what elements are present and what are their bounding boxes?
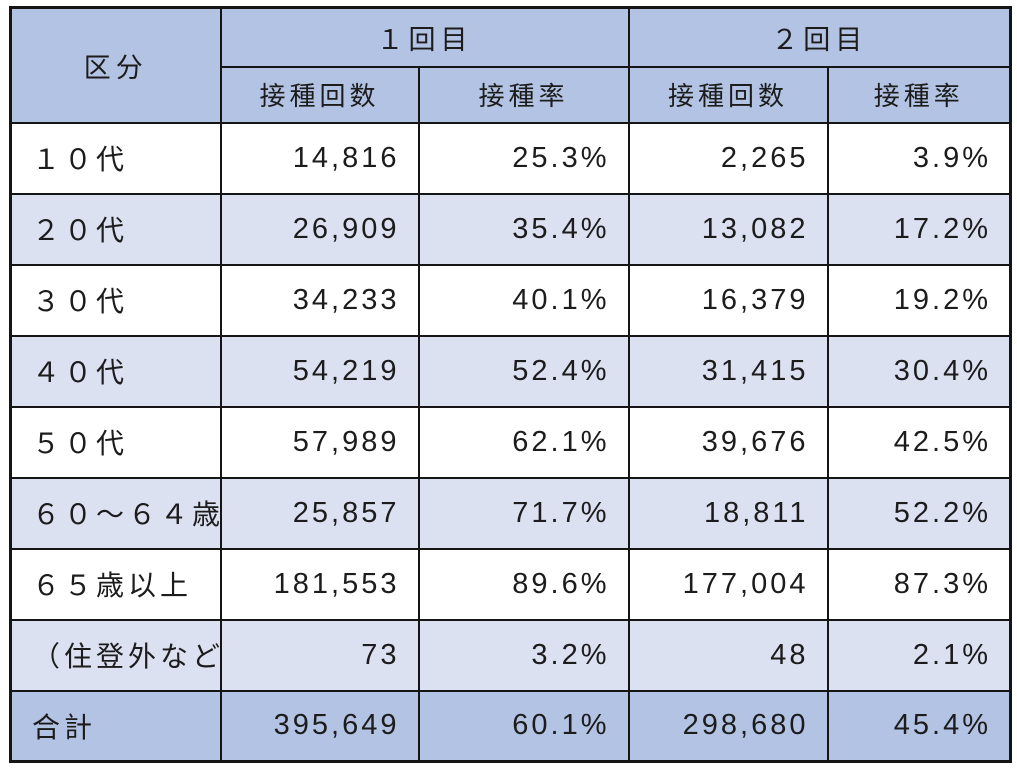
- dose1-count-cell: 73: [219, 618, 420, 692]
- dose2-count-cell: 16,379: [627, 263, 829, 337]
- table-row: ６０～６４歳 25,857 71.7% 18,811 52.2%: [9, 476, 1012, 550]
- dose1-rate-cell: 40.1%: [417, 263, 630, 337]
- dose1-rate-cell: 25.3%: [417, 121, 630, 195]
- vaccination-table: 区分 １回目 ２回目 接種回数 接種率 接種回数 接種率 １０代 14,816 …: [9, 6, 1012, 763]
- dose1-rate-cell: 89.6%: [417, 547, 630, 621]
- dose2-count-cell: 39,676: [627, 405, 829, 479]
- table-row: ６５歳以上 181,553 89.6% 177,004 87.3%: [9, 547, 1012, 621]
- row-label-cell: ６０～６４歳: [9, 476, 222, 550]
- dose2-count-cell: 298,680: [627, 689, 829, 763]
- group-header-dose2: ２回目: [627, 6, 1012, 68]
- dose2-rate-cell: 2.1%: [826, 618, 1012, 692]
- dose1-rate-cell: 62.1%: [417, 405, 630, 479]
- dose1-rate-cell: 52.4%: [417, 334, 630, 408]
- dose2-count-cell: 31,415: [627, 334, 829, 408]
- table-row: ４０代 54,219 52.4% 31,415 30.4%: [9, 334, 1012, 408]
- subheader-dose2-count: 接種回数: [627, 65, 829, 124]
- dose1-count-cell: 14,816: [219, 121, 420, 195]
- row-label-cell: ６５歳以上: [9, 547, 222, 621]
- dose2-rate-cell: 17.2%: [826, 192, 1012, 266]
- group-header-dose1: １回目: [219, 6, 630, 68]
- dose1-count-cell: 181,553: [219, 547, 420, 621]
- dose1-count-cell: 25,857: [219, 476, 420, 550]
- row-label-cell: ３０代: [9, 263, 222, 337]
- dose1-rate-cell: 71.7%: [417, 476, 630, 550]
- table-row: ２０代 26,909 35.4% 13,082 17.2%: [9, 192, 1012, 266]
- dose1-rate-cell: 60.1%: [417, 689, 630, 763]
- dose2-count-cell: 48: [627, 618, 829, 692]
- row-label-cell: ２０代: [9, 192, 222, 266]
- total-row: 合計 395,649 60.1% 298,680 45.4%: [9, 689, 1012, 763]
- group-header-row: 区分 １回目 ２回目: [9, 6, 1012, 124]
- dose2-count-cell: 13,082: [627, 192, 829, 266]
- dose1-rate-cell: 3.2%: [417, 618, 630, 692]
- dose1-count-cell: 395,649: [219, 689, 420, 763]
- dose2-count-cell: 177,004: [627, 547, 829, 621]
- dose1-rate-cell: 35.4%: [417, 192, 630, 266]
- dose2-rate-cell: 45.4%: [826, 689, 1012, 763]
- row-label-cell: 合計: [9, 689, 222, 763]
- table-row: ５０代 57,989 62.1% 39,676 42.5%: [9, 405, 1012, 479]
- row-label-cell: ４０代: [9, 334, 222, 408]
- corner-header-cell: 区分: [9, 6, 222, 124]
- dose1-count-cell: 54,219: [219, 334, 420, 408]
- subheader-dose1-count: 接種回数: [219, 65, 420, 124]
- dose2-rate-cell: 42.5%: [826, 405, 1012, 479]
- dose2-rate-cell: 3.9%: [826, 121, 1012, 195]
- table-row: ３０代 34,233 40.1% 16,379 19.2%: [9, 263, 1012, 337]
- dose2-rate-cell: 19.2%: [826, 263, 1012, 337]
- table-row: １０代 14,816 25.3% 2,265 3.9%: [9, 121, 1012, 195]
- dose1-count-cell: 57,989: [219, 405, 420, 479]
- dose1-count-cell: 26,909: [219, 192, 420, 266]
- sub-header-row: 接種回数 接種率 接種回数 接種率: [11, 65, 1012, 124]
- dose2-rate-cell: 87.3%: [826, 547, 1012, 621]
- dose2-count-cell: 2,265: [627, 121, 829, 195]
- subheader-dose2-rate: 接種率: [826, 65, 1012, 124]
- dose2-rate-cell: 30.4%: [826, 334, 1012, 408]
- dose2-rate-cell: 52.2%: [826, 476, 1012, 550]
- row-label-cell: １０代: [9, 121, 222, 195]
- dose2-count-cell: 18,811: [627, 476, 829, 550]
- table-row: （住登外など） 73 3.2% 48 2.1%: [9, 618, 1012, 692]
- dose1-count-cell: 34,233: [219, 263, 420, 337]
- subheader-dose1-rate: 接種率: [417, 65, 630, 124]
- row-label-cell: ５０代: [9, 405, 222, 479]
- row-label-cell: （住登外など）: [9, 618, 222, 692]
